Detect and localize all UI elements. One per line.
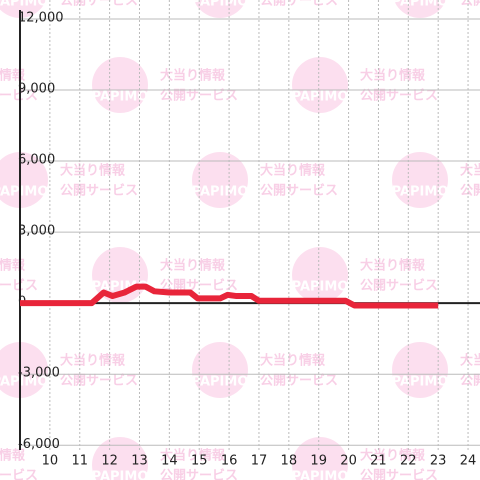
watermark-logo-text: PAPIMO: [92, 470, 149, 480]
watermark-logo-text: PAPIMO: [392, 0, 449, 10]
watermark-subtitle: 公開サービス: [60, 373, 138, 389]
watermark-subtitle: 公開サービス: [260, 373, 338, 389]
y-tick-label: 3,000: [18, 224, 55, 239]
plot: 10 11 12 13 14 15 16 17 18 19 20 21 22 23 24 -6,000 -3,0…: [18, 0, 480, 469]
watermark-subtitle: 公開サービス: [360, 88, 438, 104]
y-tick-label: -6,000: [18, 437, 60, 452]
watermark-subtitle: 公開サービス: [260, 0, 338, 9]
x-tick-label: 23: [430, 454, 447, 469]
watermark-title: 大当り情報: [260, 163, 326, 179]
x-tick-label: 11: [71, 454, 88, 469]
watermark-logo: [192, 342, 248, 398]
watermark-logo-text: PAPIMO: [292, 280, 349, 295]
watermark-logo: [292, 57, 348, 113]
x-tick-label: 16: [221, 454, 238, 469]
x-tick-label: 17: [251, 454, 268, 469]
watermark-logo: [0, 0, 47, 18]
x-tick-label: 12: [101, 454, 118, 469]
x-tick-label: 10: [42, 454, 59, 469]
watermark-title: 大当り情報: [60, 163, 126, 179]
watermark-logo-text: PAPIMO: [0, 185, 48, 200]
x-tick-label: 24: [460, 454, 477, 469]
watermark-logo: [392, 342, 448, 398]
watermark-logo-text: PAPIMO: [192, 0, 249, 10]
watermark-title: 大当り情報: [260, 353, 326, 369]
watermark-logo: [193, 0, 247, 18]
x-tick-label: 14: [161, 454, 178, 469]
watermark-title: 大当り情報: [60, 353, 126, 369]
watermark-title: 大当り情報: [160, 68, 226, 84]
watermark-subtitle: 公開サービス: [360, 278, 438, 294]
watermark-title: 大当り情報: [160, 448, 226, 464]
x-tick-label: 13: [131, 454, 148, 469]
watermark-subtitle: 公開サービス: [460, 373, 480, 389]
watermark-logo: [292, 247, 348, 303]
watermark-logo-text: PAPIMO: [0, 0, 48, 10]
watermark-subtitle: 公開サービス: [60, 183, 138, 199]
x-tick-label: 21: [370, 454, 387, 469]
watermark-title: 大当り情報: [460, 163, 480, 179]
watermark-logo: [393, 0, 447, 18]
x-tick-label: 22: [400, 454, 417, 469]
watermark-logo: [0, 342, 48, 398]
y-tick-label: 6,000: [18, 153, 55, 168]
watermark-logo-text: PAPIMO: [292, 90, 349, 105]
watermark-title: 大当り情報: [360, 258, 426, 274]
y-tick-label: 9,000: [18, 82, 55, 97]
watermark-title: 大当り情報: [160, 258, 226, 274]
watermark-logo: [92, 57, 148, 113]
watermark-logo-text: PAPIMO: [0, 375, 48, 390]
x-tick-label: 15: [191, 454, 208, 469]
watermark-logo-text: PAPIMO: [292, 470, 349, 480]
watermark-subtitle: 公開サービス: [460, 183, 480, 199]
watermark-title: 大当り情報: [0, 258, 26, 274]
watermark-logo: [392, 152, 448, 208]
y-tick-label: -3,000: [18, 366, 60, 381]
x-tick-label: 18: [281, 454, 298, 469]
watermark-subtitle: 公開サービス: [360, 468, 438, 480]
watermark-subtitle: 公開サービス: [460, 0, 480, 9]
x-tick-label: 19: [310, 454, 327, 469]
watermark-subtitle: 公開サービス: [260, 183, 338, 199]
watermark-title: 大当り情報: [0, 448, 26, 464]
data-line: [20, 283, 439, 309]
watermark-subtitle: 公開サービス: [160, 88, 238, 104]
watermark-title: 大当り情報: [460, 353, 480, 369]
watermark-logo-text: PAPIMO: [392, 375, 449, 390]
watermark-logo-text: PAPIMO: [192, 185, 249, 200]
watermark-subtitle: 公開サービス: [0, 468, 38, 480]
watermark-logo-text: PAPIMO: [92, 90, 149, 105]
watermark-logo: [192, 152, 248, 208]
y-tick-label: 12,000: [18, 10, 64, 25]
watermark-logo: [292, 437, 348, 480]
x-tick-label: 20: [340, 454, 357, 469]
watermark-logo-text: PAPIMO: [192, 375, 249, 390]
watermark-logo: [0, 152, 48, 208]
watermark-title: 大当り情報: [360, 448, 426, 464]
watermark-logo: [92, 437, 148, 480]
watermark-subtitle: 公開サービス: [60, 0, 138, 9]
watermark-title: 大当り情報: [360, 68, 426, 84]
watermark-logo-text: PAPIMO: [392, 185, 449, 200]
watermark-subtitle: 公開サービス: [160, 468, 238, 480]
